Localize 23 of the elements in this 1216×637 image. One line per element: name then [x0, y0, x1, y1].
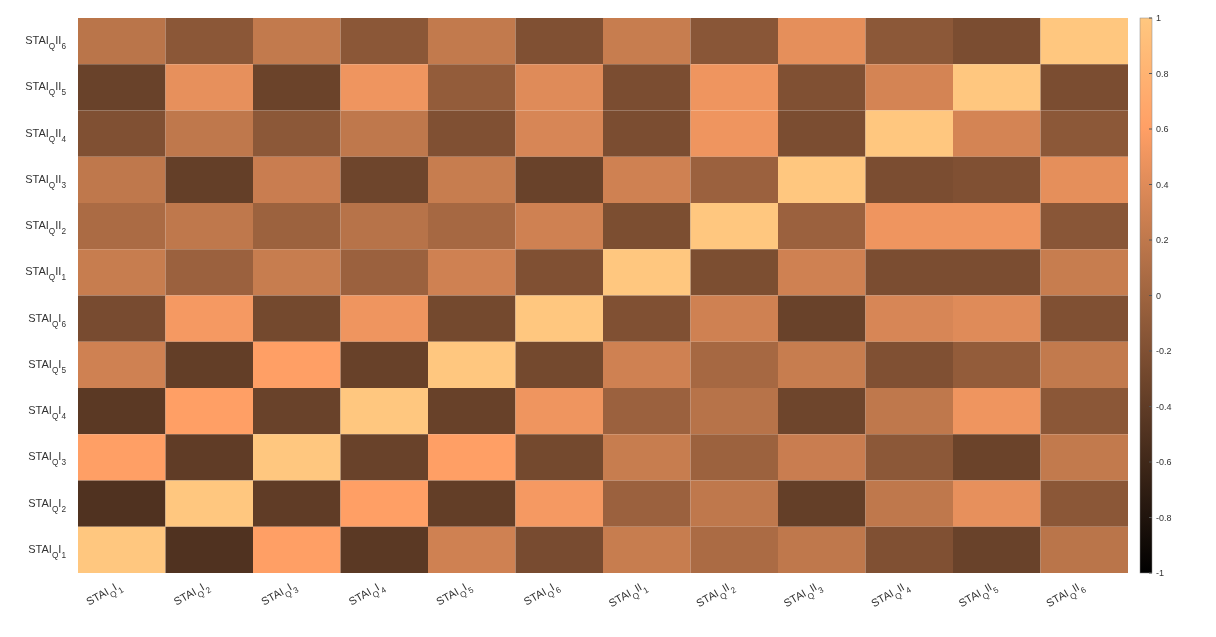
y-tick-label: STAI$_{Q}$I$_{4}$ — [28, 404, 67, 421]
color-bar-label: 0.2 — [1156, 235, 1169, 245]
color-bar-label: -0.2 — [1156, 346, 1172, 356]
color-bar-label: 1 — [1156, 13, 1162, 23]
color-bar-label: -0.8 — [1156, 512, 1172, 523]
color-bar-label: -0.6 — [1156, 457, 1172, 467]
y-tick-label: STAI$_{Q}$II$_{1}$ — [25, 265, 67, 282]
y-tick-label: STAI$_{Q}$II$_{5}$ — [25, 80, 67, 97]
color-bar-label: 0.4 — [1156, 179, 1169, 190]
y-tick-label: STAI$_{Q}$II$_{3}$ — [25, 172, 67, 190]
y-tick-label: STAI$_{Q}$I$_{2}$ — [28, 496, 67, 514]
y-tick-label: STAI$_{Q}$I$_{6}$ — [28, 311, 67, 329]
y-tick-label: STAI$_{Q}$II$_{2}$ — [25, 219, 67, 236]
color-bar-label: 0.6 — [1156, 124, 1169, 134]
y-tick-label: STAI$_{Q}$I$_{3}$ — [28, 450, 67, 467]
y-tick-label: STAI$_{Q}$I$_{1}$ — [28, 542, 67, 560]
color-bar-label: 0.8 — [1156, 68, 1169, 79]
y-tick-label: STAI$_{Q}$I$_{5}$ — [28, 357, 67, 375]
color-bar-label: -0.4 — [1156, 401, 1172, 412]
y-tick-label: STAI$_{Q}$II$_{6}$ — [25, 34, 67, 51]
y-tick-label: STAI$_{Q}$II$_{4}$ — [25, 126, 67, 144]
color-bar-label: 0 — [1156, 290, 1162, 301]
color-bar-label: -1 — [1156, 568, 1165, 578]
